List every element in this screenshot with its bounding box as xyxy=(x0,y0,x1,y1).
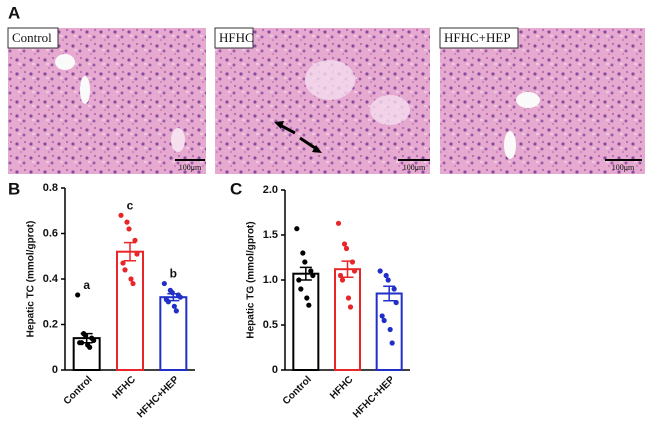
data-point xyxy=(387,326,393,333)
bar xyxy=(292,272,320,372)
y-tick-label: 0.5 xyxy=(263,319,278,331)
error-bar xyxy=(383,285,396,302)
data-point xyxy=(126,226,132,232)
y-tick-label: 0.4 xyxy=(43,273,59,285)
panel-label: B xyxy=(8,179,20,198)
data-point xyxy=(118,212,124,218)
y-axis-label: Hepatic TC (mmol/gprot) xyxy=(26,221,37,338)
histology-control: Control 100μm xyxy=(7,27,206,174)
data-point xyxy=(379,313,385,319)
data-point xyxy=(294,226,300,232)
data-point xyxy=(389,340,395,346)
significance-letter: b xyxy=(170,267,177,281)
data-point xyxy=(169,290,175,296)
image-label: HFHC xyxy=(219,30,254,45)
scale-bar: 100μm xyxy=(179,163,202,172)
bar xyxy=(116,250,144,371)
image-label: Control xyxy=(12,30,52,45)
data-point xyxy=(310,272,316,279)
panel-label: A xyxy=(8,3,20,22)
data-point xyxy=(393,299,399,306)
y-axis-label: Hepatic TG (mmol/gprot) xyxy=(246,221,257,338)
x-tick-label: Control xyxy=(62,374,95,407)
data-point xyxy=(391,286,397,292)
y-tick-label: 0 xyxy=(272,364,278,376)
image-label: HFHC+HEP xyxy=(444,30,511,45)
scale-bar: 100μm xyxy=(612,163,635,172)
data-point xyxy=(165,299,171,305)
data-point xyxy=(177,294,183,300)
data-point xyxy=(341,241,348,247)
data-point xyxy=(83,333,89,339)
data-point xyxy=(161,280,167,287)
significance-letter: a xyxy=(83,278,90,292)
y-tick-label: 1.0 xyxy=(263,274,278,286)
data-point xyxy=(122,267,128,273)
data-point xyxy=(304,295,310,301)
histology-hfhc-hep: HFHC+HEP 100μm xyxy=(439,27,645,174)
panel-label: C xyxy=(230,179,242,198)
y-tick-label: 0.6 xyxy=(43,227,58,239)
data-point xyxy=(385,277,391,283)
data-point xyxy=(339,277,346,283)
data-point xyxy=(120,260,126,266)
data-point xyxy=(337,272,344,279)
y-tick-label: 0.8 xyxy=(43,182,58,194)
data-point xyxy=(79,340,85,346)
scale-bar: 100μm xyxy=(403,163,426,172)
data-point xyxy=(377,268,383,274)
data-point xyxy=(335,220,342,226)
data-point xyxy=(343,245,350,252)
data-point xyxy=(298,286,304,292)
data-point xyxy=(173,308,179,314)
x-tick-label: HFHC+HEP xyxy=(135,374,181,420)
data-point xyxy=(128,276,134,282)
data-point xyxy=(351,268,358,274)
data-point xyxy=(91,337,97,344)
data-point xyxy=(347,304,354,310)
x-tick-label: HFHC xyxy=(111,374,138,401)
data-point xyxy=(296,277,302,283)
significance-letter: c xyxy=(127,198,134,212)
data-point xyxy=(124,219,130,225)
data-point xyxy=(134,251,140,257)
bar xyxy=(159,296,188,372)
x-tick-label: HFHC xyxy=(328,374,355,401)
data-point xyxy=(132,237,138,243)
data-point xyxy=(302,259,308,265)
data-point xyxy=(383,272,389,279)
x-tick-label: Control xyxy=(281,374,314,407)
histology-hfhc: HFHC 100μm xyxy=(214,27,430,174)
data-point xyxy=(87,344,93,350)
y-tick-label: 2.0 xyxy=(263,184,278,196)
data-point xyxy=(300,250,306,256)
data-point xyxy=(349,259,356,265)
data-point xyxy=(306,302,312,308)
data-point xyxy=(75,292,81,298)
data-point xyxy=(345,295,352,301)
error-bar xyxy=(299,266,312,281)
bar xyxy=(334,268,361,372)
y-tick-label: 0.2 xyxy=(43,318,58,330)
x-tick-label: HFHC+HEP xyxy=(351,374,397,420)
data-point xyxy=(130,280,136,287)
y-tick-label: 1.5 xyxy=(263,229,278,241)
data-point xyxy=(171,303,177,309)
y-tick-label: 0 xyxy=(52,364,58,376)
data-point xyxy=(308,268,314,274)
data-point xyxy=(381,317,387,324)
